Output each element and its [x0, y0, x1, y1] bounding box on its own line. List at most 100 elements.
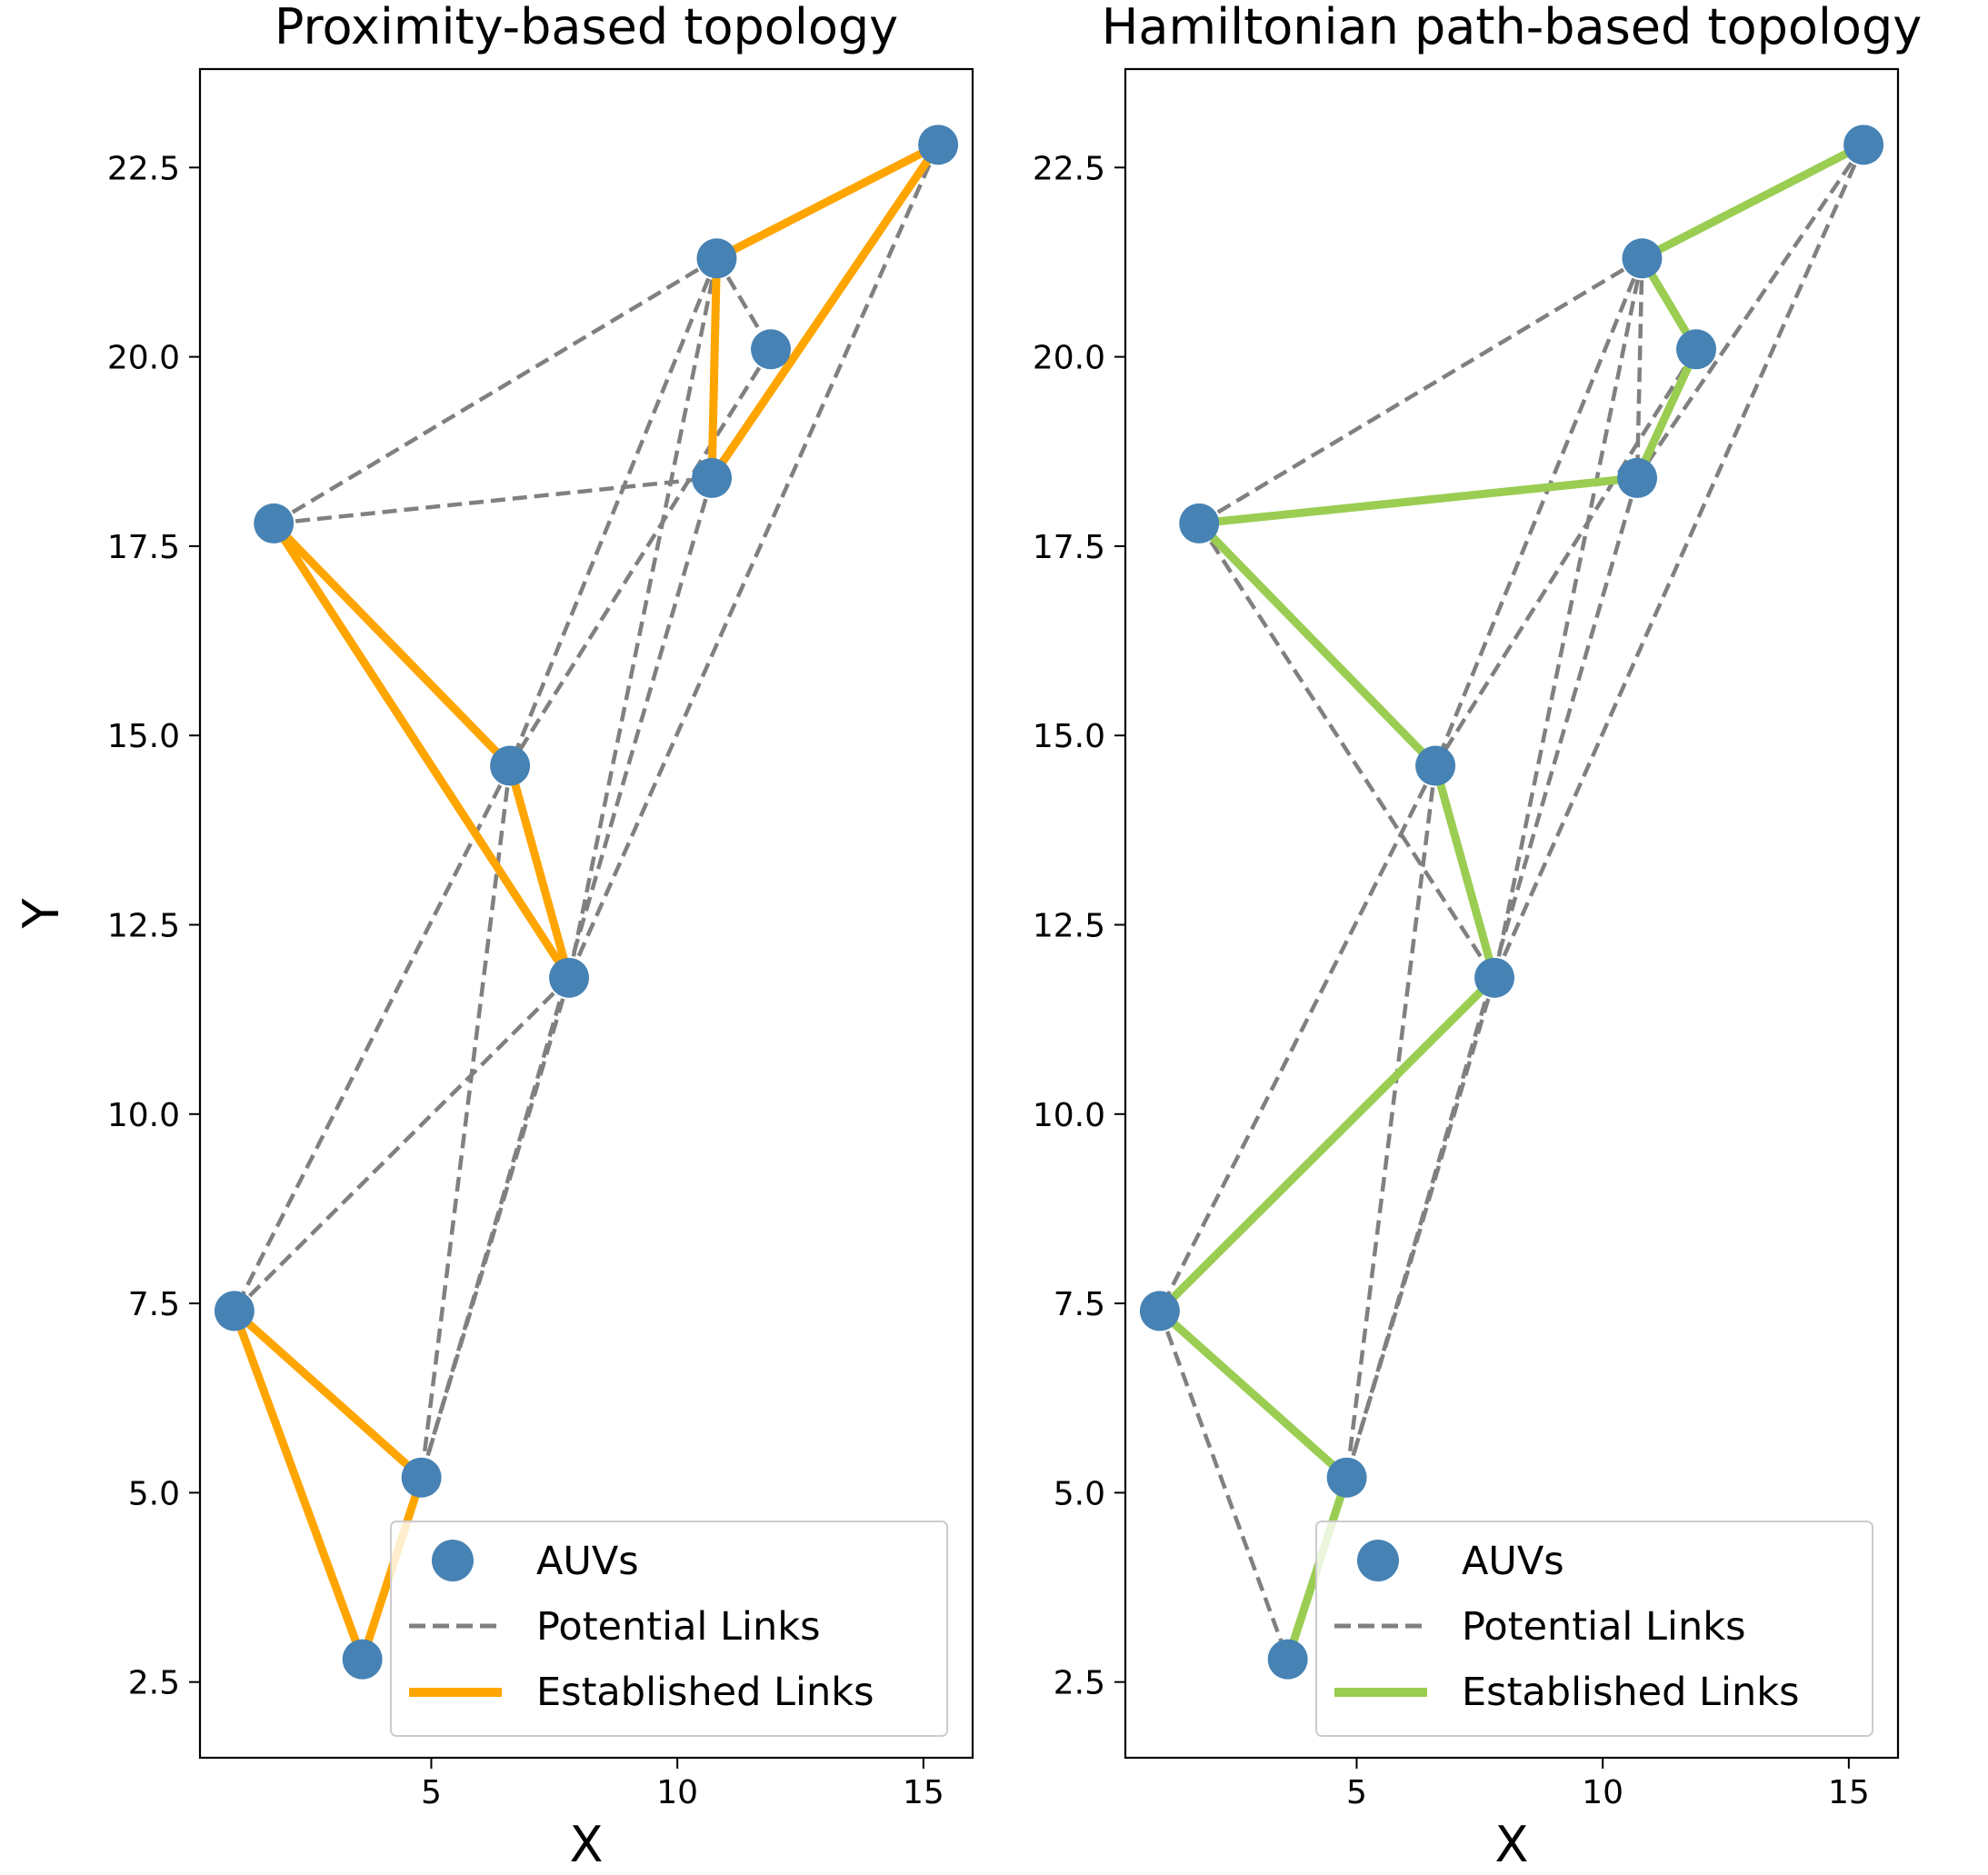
x-tick-label: 15 [903, 1774, 944, 1811]
established-link [707, 140, 943, 483]
chart-title: Hamiltonian path-based topology [1102, 0, 1922, 55]
y-tick-label: 12.5 [107, 907, 180, 944]
x-tick-label: 5 [421, 1774, 442, 1811]
established-link [1155, 1306, 1352, 1482]
y-tick-label: 2.5 [1054, 1665, 1105, 1702]
y-tick-label: 5.0 [128, 1475, 180, 1512]
auv-point [549, 957, 590, 998]
legend-auv-marker [432, 1540, 474, 1581]
y-tick-label: 20.0 [107, 340, 180, 377]
auv-point [1617, 457, 1658, 498]
y-tick-label: 22.5 [107, 150, 180, 187]
auv-point [1139, 1291, 1180, 1331]
x-tick-label: 10 [656, 1774, 698, 1811]
y-tick-label: 20.0 [1033, 340, 1105, 377]
potential-links-layer [1157, 144, 1866, 1661]
auv-point [342, 1639, 383, 1680]
established-link [707, 254, 721, 483]
auv-points-layer [214, 125, 959, 1680]
legend-label-potential-links: Potential Links [536, 1604, 821, 1650]
chart-title: Proximity-based topology [275, 0, 898, 55]
auv-point [696, 238, 737, 279]
established-link [269, 519, 574, 982]
y-tick-label: 7.5 [128, 1286, 180, 1323]
hamiltonian-topology-panel: Hamiltonian path-based topology 5 10 15 2.5… [1033, 0, 1922, 1873]
potential-link [1344, 765, 1438, 1478]
potential-link [507, 257, 719, 767]
potential-link [232, 764, 513, 1312]
legend-label-potential-links: Potential Links [1462, 1604, 1746, 1650]
y-tick-label: 15.0 [1033, 718, 1105, 755]
x-tick-label: 5 [1346, 1774, 1367, 1811]
proximity-topology-panel: Proximity-based topology 5 10 15 2.5 5.0 7.5 1… [13, 0, 974, 1873]
legend-box [390, 1521, 948, 1737]
auv-point [490, 745, 531, 786]
potential-link [1635, 144, 1865, 480]
auv-point [1267, 1639, 1308, 1680]
established-links-layer [230, 140, 943, 1664]
potential-link [1157, 1310, 1290, 1661]
auv-point [1474, 957, 1515, 998]
potential-link [508, 348, 773, 767]
established-links-layer [1155, 140, 1868, 1664]
established-link [1155, 973, 1499, 1315]
legend-box [1315, 1521, 1873, 1737]
established-link [1194, 519, 1440, 771]
y-tick-label: 17.5 [1033, 529, 1105, 566]
potential-link [1197, 522, 1496, 980]
auv-point [751, 329, 792, 370]
x-axis-label: X [570, 1816, 604, 1873]
auv-point [1415, 745, 1456, 786]
potential-link [566, 257, 719, 979]
auv-point [1179, 503, 1220, 544]
auv-point [214, 1291, 255, 1331]
potential-link [1157, 764, 1438, 1312]
legend: AUVs Potential Links Established Links [1315, 1521, 1873, 1737]
y-tick-label: 17.5 [107, 529, 180, 566]
legend: AUVs Potential Links Established Links [390, 1521, 948, 1737]
potential-link [1634, 258, 1644, 478]
established-link [1637, 140, 1868, 263]
y-axis-label: Y [13, 898, 70, 930]
established-link [712, 140, 943, 263]
auv-point [1843, 125, 1884, 165]
established-link [1633, 344, 1701, 483]
x-axis-label: X [1495, 1816, 1529, 1873]
potential-link [273, 475, 713, 526]
auv-points-layer [1139, 125, 1884, 1680]
x-tick-label: 15 [1828, 1774, 1870, 1811]
y-tick-label: 22.5 [1033, 150, 1105, 187]
auv-point [692, 457, 733, 498]
established-link [269, 519, 514, 771]
x-tick-label: 10 [1582, 1774, 1623, 1811]
established-link [505, 762, 574, 982]
y-tick-label: 7.5 [1054, 1286, 1105, 1323]
established-link [230, 1306, 367, 1664]
plot-frame [198, 67, 974, 1760]
auv-point [254, 503, 295, 544]
established-link [230, 1306, 426, 1482]
legend-label-established-links: Established Links [536, 1670, 874, 1715]
potential-link [1492, 257, 1644, 979]
y-tick-label: 10.0 [1033, 1097, 1105, 1134]
y-tick-label: 5.0 [1054, 1475, 1105, 1512]
potential-link [419, 765, 513, 1478]
auv-point [918, 125, 959, 165]
established-link [1431, 762, 1499, 982]
tick-layer: 5 10 15 2.5 5.0 7.5 10.0 12.5 15.0 17.5 20.0 22.5 [107, 150, 944, 1811]
potential-link [1434, 348, 1698, 767]
legend-label-auvs: AUVs [1462, 1539, 1564, 1584]
auv-point [401, 1457, 442, 1498]
y-tick-label: 2.5 [128, 1665, 180, 1702]
auv-point [1676, 329, 1717, 370]
potential-link [1433, 257, 1644, 767]
plot-frame [1124, 67, 1900, 1760]
legend-auv-marker [1357, 1540, 1399, 1581]
tick-layer: 5 10 15 2.5 5.0 7.5 10.0 12.5 15.0 17.5 20.0 22.5 [1033, 150, 1870, 1811]
y-tick-label: 15.0 [107, 718, 180, 755]
auv-point [1622, 238, 1663, 279]
legend-label-established-links: Established Links [1462, 1670, 1800, 1715]
potential-link [233, 976, 571, 1313]
auv-point [1326, 1457, 1367, 1498]
